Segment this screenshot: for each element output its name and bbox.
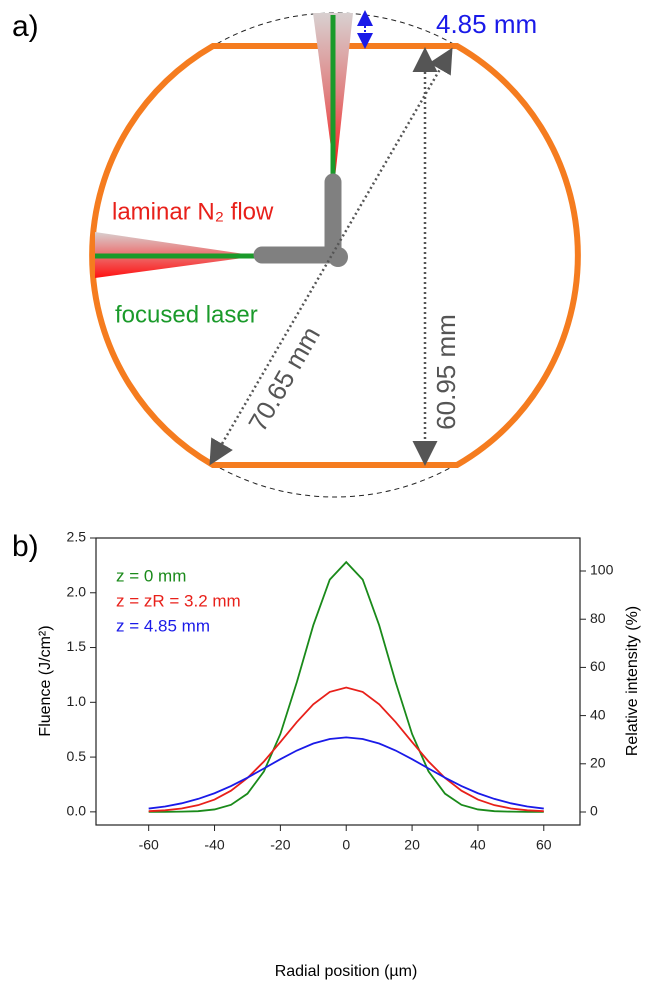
series-line [148, 560, 544, 813]
y2-tick-label: 60 [590, 658, 606, 674]
y2-tick-label: 0 [590, 803, 598, 819]
flow-label: laminar N₂ flow [112, 198, 274, 225]
series-line [148, 686, 544, 813]
y2-axis-label: Relative intensity (%) [624, 606, 641, 756]
x-axis-label: Radial position (µm) [275, 963, 418, 980]
x-tick-label: 40 [470, 837, 486, 853]
y-tick-label: 0.5 [67, 748, 87, 764]
x-tick-label: 0 [342, 837, 350, 853]
y-tick-label: 1.5 [67, 638, 87, 654]
legend-entry: z = 4.85 mm [116, 616, 210, 635]
y2-tick-label: 20 [590, 754, 606, 770]
y-axis-label: Fluence (J/cm²) [37, 625, 54, 736]
y-tick-label: 0.0 [67, 803, 87, 819]
x-tick-label: -40 [204, 837, 224, 853]
series-line [148, 736, 544, 810]
chamber [89, 43, 581, 468]
x-tick-label: -20 [270, 837, 290, 853]
diagram: a) 4.85 mm laminar N₂ flow focused laser… [12, 9, 581, 498]
x-tick-label: 60 [536, 837, 552, 853]
legend-entry: z = 0 mm [116, 566, 186, 585]
height-label: 60.95 mm [431, 314, 461, 430]
panel-label: b) [12, 530, 39, 563]
x-tick-label: -60 [139, 837, 159, 853]
y-tick-label: 2.5 [67, 529, 87, 545]
legend-entry: z = zR = 3.2 mm [116, 591, 241, 610]
x-tick-label: 20 [404, 837, 420, 853]
y2-tick-label: 80 [590, 610, 606, 626]
diagonal-label: 70.65 mm [242, 321, 326, 436]
laser-label: focused laser [115, 301, 258, 328]
y2-tick-label: 40 [590, 706, 606, 722]
panel-label: a) [12, 10, 39, 43]
plot-frame [95, 537, 581, 826]
y-tick-label: 1.0 [67, 693, 87, 709]
depth-label: 4.85 mm [436, 9, 537, 39]
y-tick-label: 2.0 [67, 583, 87, 599]
chart: b) Radial position (µm) Fluence (J/cm²) … [12, 529, 641, 981]
diagonal-arrow [209, 47, 453, 466]
y2-tick-label: 100 [590, 562, 614, 578]
